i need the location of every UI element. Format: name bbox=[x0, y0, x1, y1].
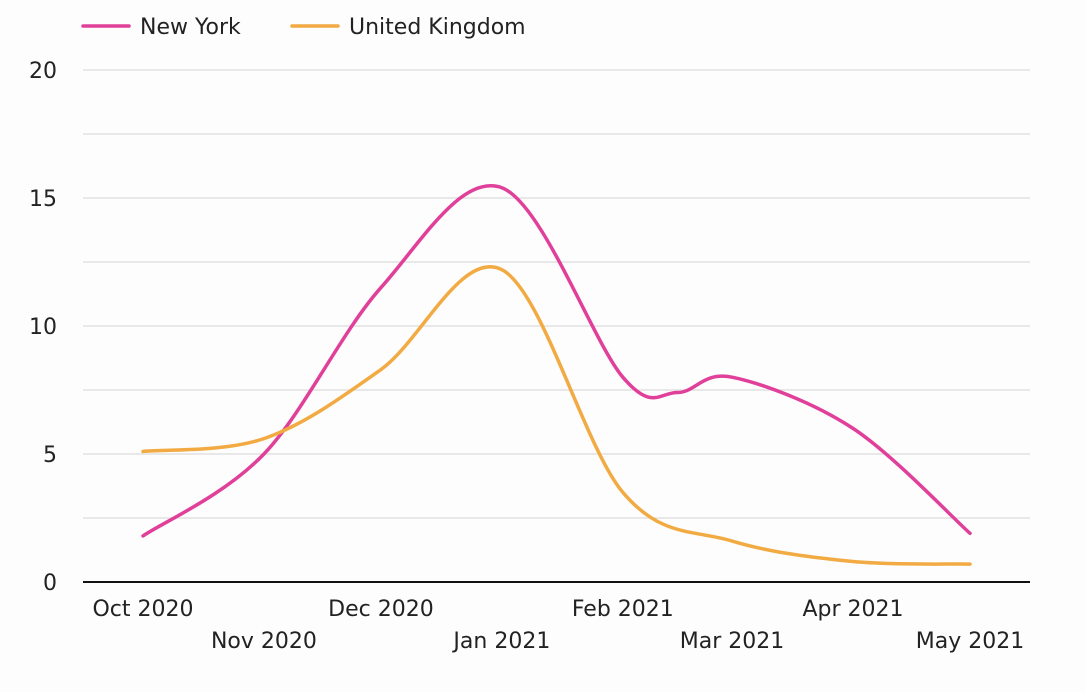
x-tick-label: Nov 2020 bbox=[211, 629, 317, 654]
x-tick-label: May 2021 bbox=[916, 629, 1024, 654]
x-axis-tick-labels: Oct 2020 Nov 2020 Dec 2020 Jan 2021 Feb 2021… bbox=[92, 597, 1024, 654]
y-tick-label: 5 bbox=[43, 443, 57, 468]
x-tick-label: Apr 2021 bbox=[802, 597, 903, 622]
y-tick-label: 10 bbox=[29, 315, 57, 340]
y-tick-label: 20 bbox=[29, 59, 57, 84]
x-tick-label: Mar 2021 bbox=[680, 629, 785, 654]
series-line-new-york bbox=[141, 184, 972, 538]
x-tick-label: Feb 2021 bbox=[572, 597, 674, 622]
grid-lines bbox=[83, 69, 1030, 519]
x-tick-label: Oct 2020 bbox=[92, 597, 193, 622]
legend-item-united-kingdom: United Kingdom bbox=[290, 15, 526, 40]
y-tick-label: 0 bbox=[43, 571, 57, 596]
y-axis-tick-labels: 0 5 10 15 20 bbox=[29, 59, 57, 596]
legend-label: United Kingdom bbox=[349, 15, 526, 40]
legend: New York United Kingdom bbox=[81, 15, 526, 40]
legend-label: New York bbox=[140, 15, 241, 40]
x-tick-label: Jan 2021 bbox=[451, 629, 550, 654]
series-line-united-kingdom bbox=[141, 265, 972, 566]
series-lines bbox=[141, 184, 972, 566]
y-tick-label: 15 bbox=[29, 187, 57, 212]
legend-item-new-york: New York bbox=[81, 15, 241, 40]
x-tick-label: Dec 2020 bbox=[328, 597, 434, 622]
